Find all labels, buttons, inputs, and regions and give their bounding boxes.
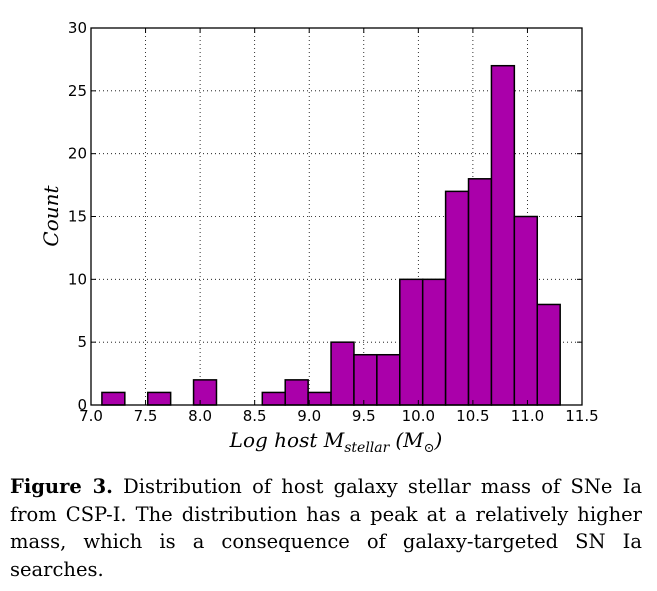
histogram-bar [467,178,493,406]
x-axis-unit-sun-symbol: ⊙ [424,441,435,456]
x-tick-label: 10.5 [456,407,489,425]
x-axis-unit-close: ) [434,428,443,452]
histogram-bar [421,278,447,406]
histogram-bar [284,379,309,406]
histogram-chart: 7.0 7.5 8.0 8.5 9.0 9.5 10.0 10.5 11.0 11.5 0 5 10 15… [39,19,599,456]
caption-label: Figure 3. [10,475,113,498]
histogram-bar [444,190,470,406]
x-tick-label: 8.5 [243,407,267,425]
y-tick-label: 5 [77,333,87,351]
x-axis-label-subscript: stellar [344,440,390,456]
y-tick-label: 0 [77,396,87,414]
histogram-bar [353,353,378,406]
x-tick-label: 9.0 [297,407,321,425]
histogram-bar [399,278,424,406]
histogram-bar [330,341,355,406]
x-tick-label: 9.5 [352,407,376,425]
histogram-bar [536,303,561,406]
histogram-bar [307,391,332,406]
x-tick-label: 11.0 [511,407,544,425]
histogram-bar [513,215,539,406]
caption-text: Distribution of host galaxy stellar mass… [10,475,642,581]
histogram-bar [490,64,516,406]
histogram-bar [376,353,401,406]
histogram-figure: 7.0 7.5 8.0 8.5 9.0 9.5 10.0 10.5 11.0 11.5 0 5 10 15… [39,19,599,456]
y-tick-label: 20 [68,145,87,163]
y-tick-label: 25 [68,82,87,100]
y-tick-label: 30 [68,19,87,37]
histogram-bar [146,391,172,406]
x-tick-label: 7.0 [79,407,103,425]
figure-caption: Figure 3. Distribution of host galaxy st… [10,473,642,583]
histogram-bar [101,391,126,406]
histogram-bar [261,391,286,406]
y-tick-label: 15 [68,208,87,226]
histogram-bar [192,379,218,406]
y-tick-label: 10 [68,270,87,288]
x-axis-label: Log host Mstellar (M⊙) [229,428,443,456]
x-tick-label: 8.0 [188,407,212,425]
x-axis-label-main: Log host M [229,428,345,452]
x-tick-label: 10.0 [402,407,435,425]
x-tick-label: 11.5 [565,407,598,425]
x-tick-label: 7.5 [134,407,158,425]
x-axis-unit-open: (M [395,428,424,452]
y-axis-label: Count [39,184,63,246]
